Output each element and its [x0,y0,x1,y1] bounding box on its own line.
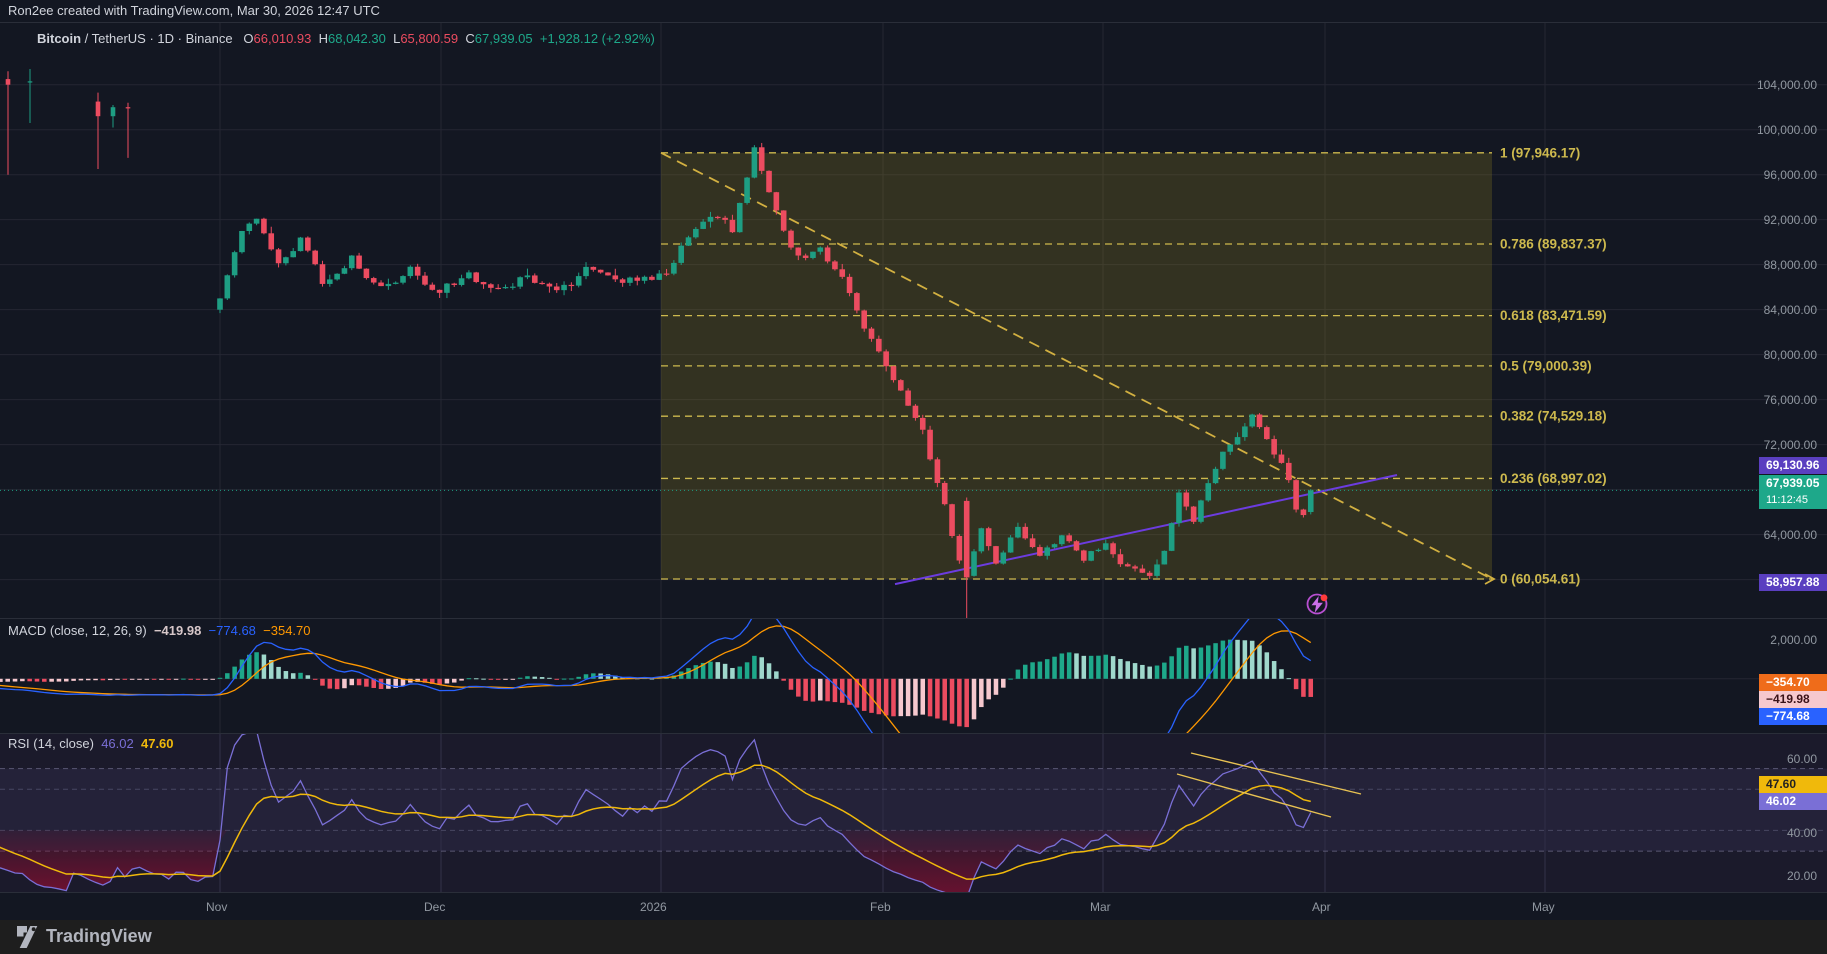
svg-text:0 (60,054.61): 0 (60,054.61) [1500,572,1580,587]
svg-text:0.618 (83,471.59): 0.618 (83,471.59) [1500,308,1607,323]
svg-text:0.786 (89,837.37): 0.786 (89,837.37) [1500,237,1607,252]
svg-text:0.5 (79,000.39): 0.5 (79,000.39) [1500,358,1592,373]
svg-text:0.382 (74,529.18): 0.382 (74,529.18) [1500,409,1607,424]
svg-text:0.236 (68,997.02): 0.236 (68,997.02) [1500,471,1607,486]
svg-text:1 (97,946.17): 1 (97,946.17) [1500,145,1580,160]
